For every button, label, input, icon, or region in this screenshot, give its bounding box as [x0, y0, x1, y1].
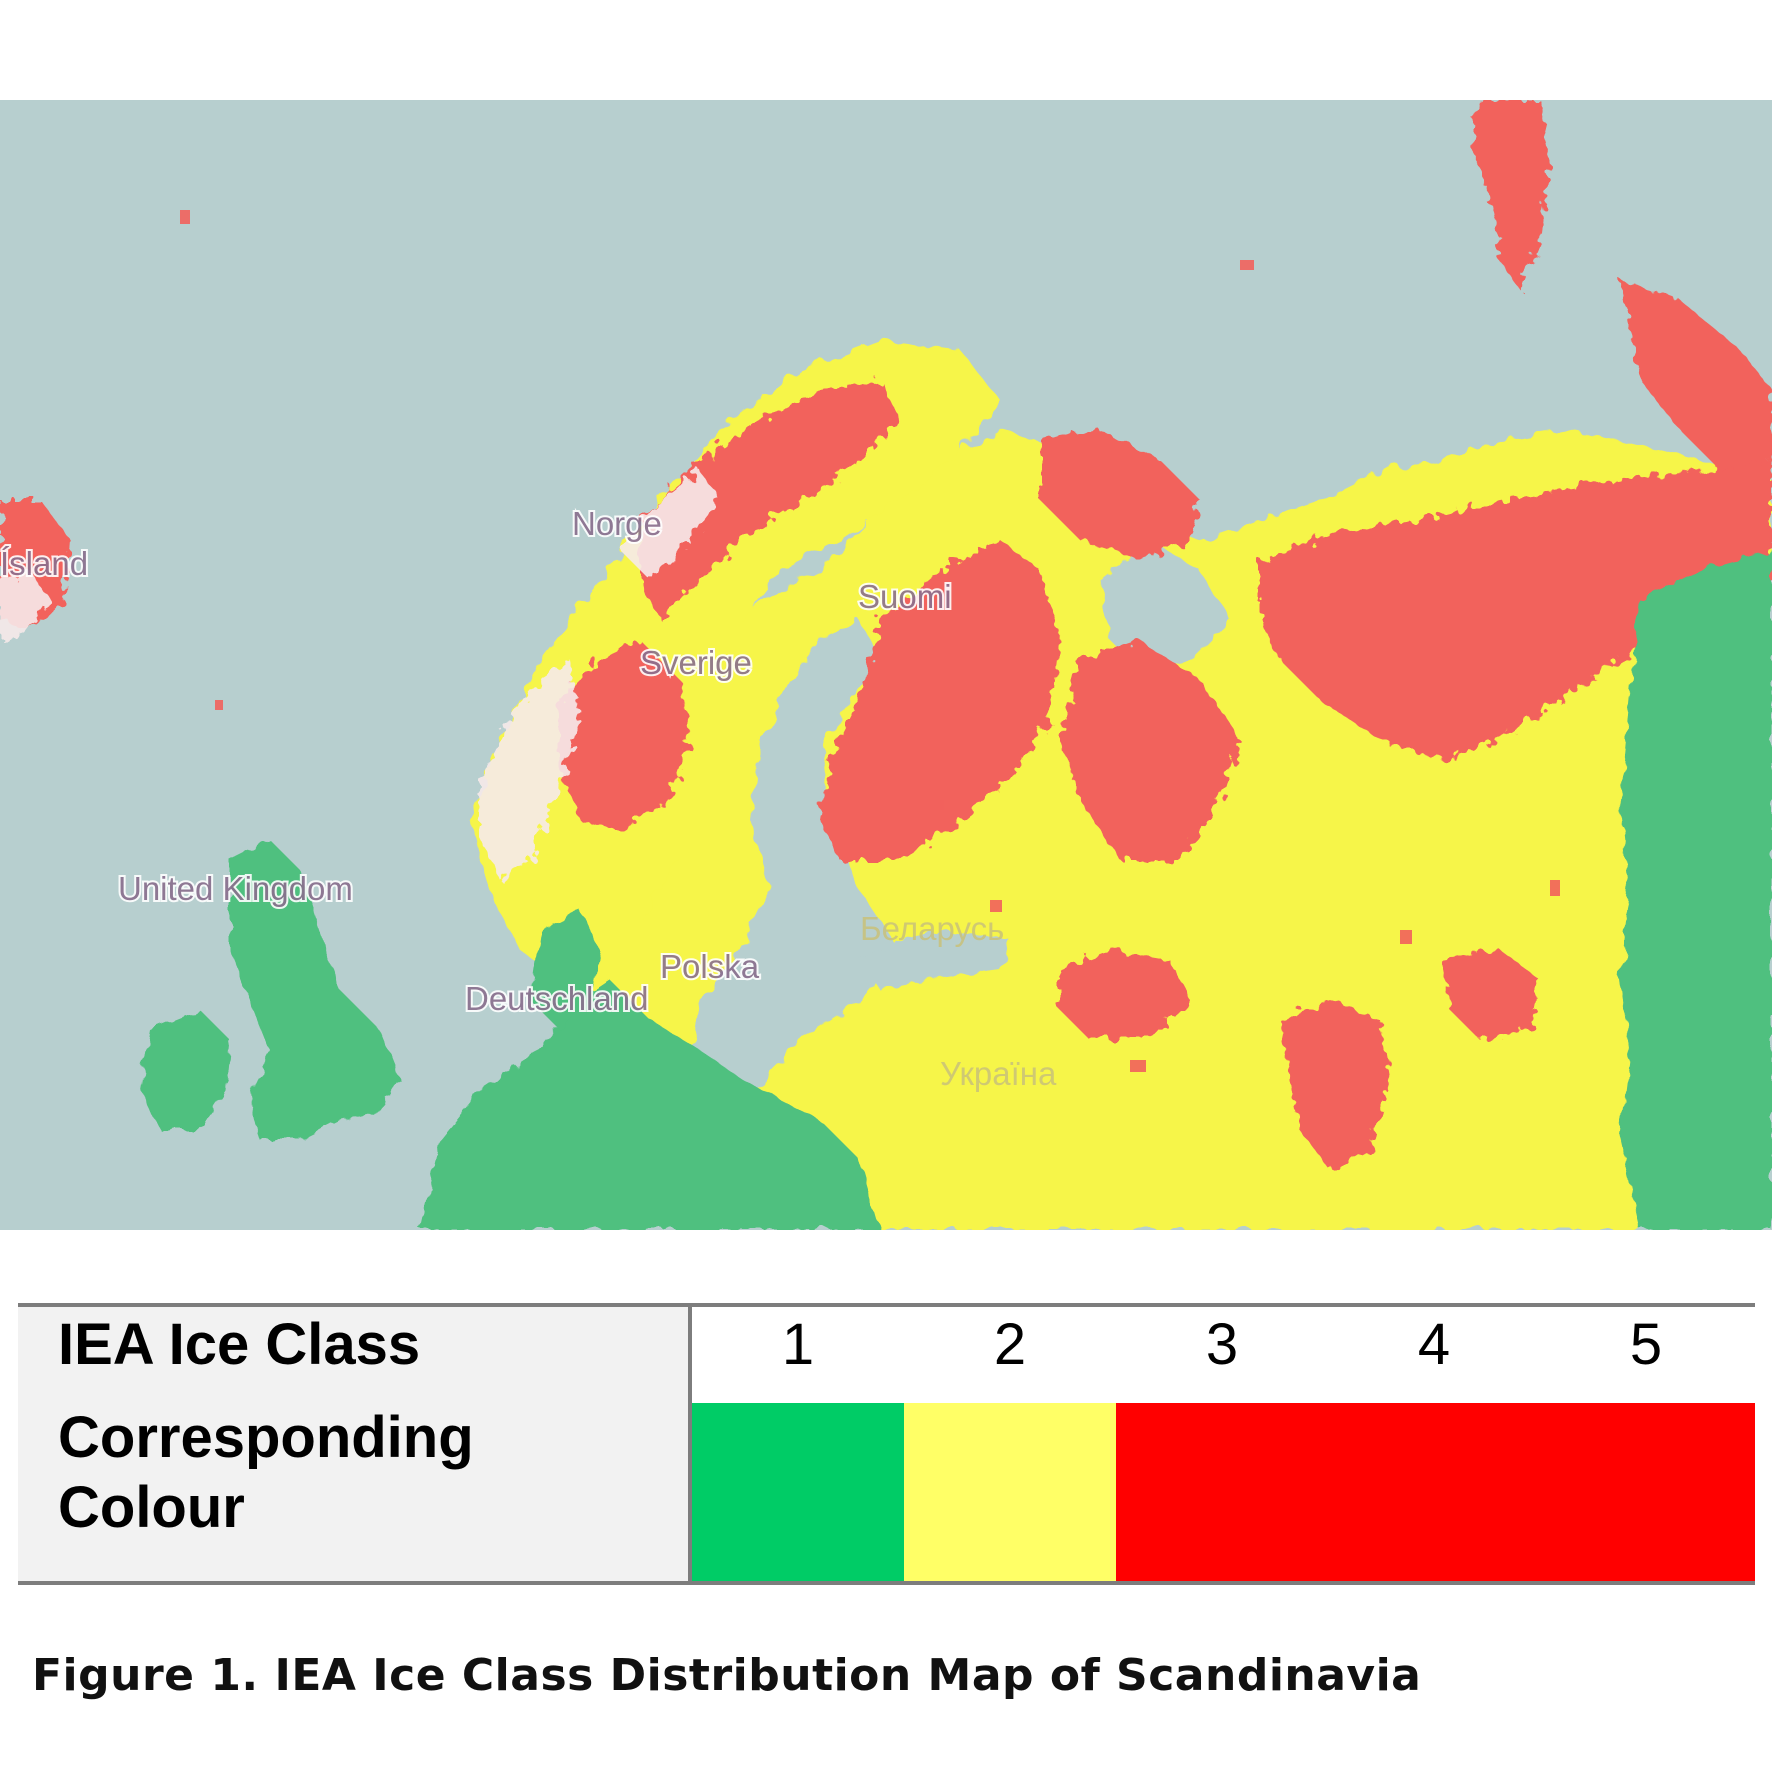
gulf-of-bothnia: [690, 620, 900, 1100]
red-zone-central-1: [1060, 950, 1190, 1040]
ice-class-number: 5: [1629, 1312, 1663, 1377]
red-zone-lapland: [820, 540, 1060, 860]
speckle: [215, 700, 223, 710]
legend-header-cell: [18, 1307, 688, 1581]
label-norway: Norge: [572, 505, 662, 542]
swatch-class-3-5: [1116, 1403, 1755, 1581]
red-zone-russia-north: [1260, 460, 1772, 760]
speckle: [930, 800, 944, 810]
legend-bottom-border: [18, 1581, 1755, 1585]
red-zone-kola: [1040, 430, 1200, 560]
green-zone-ireland: [140, 1010, 230, 1130]
legend-column-divider: [688, 1303, 692, 1585]
gulf-of-finland: [860, 930, 1010, 990]
green-zone-urals: [1620, 550, 1772, 1230]
label-belarus: Беларусь: [860, 910, 1004, 947]
label-iceland: Ísland: [0, 545, 88, 582]
label-poland: Polska: [660, 948, 760, 985]
legend-row2-header: Corresponding Colour: [58, 1405, 474, 1540]
swatch-class-1: [692, 1403, 904, 1581]
pale-zone-norway-coast: [480, 660, 580, 880]
pale-zone-norway-north: [620, 470, 720, 580]
red-zone-karelia: [1060, 640, 1240, 860]
green-zone-uk: [230, 840, 400, 1140]
red-zone-norway-north: [640, 380, 900, 620]
speckle: [1130, 1060, 1146, 1072]
speckle: [1400, 930, 1412, 944]
green-zone-europe: [420, 980, 880, 1230]
label-ukraine: Україна: [940, 1055, 1057, 1092]
red-zone-norway-south: [560, 640, 690, 830]
red-zone-central-2: [1280, 1000, 1390, 1170]
ice-class-legend-table: IEA Ice Class Corresponding Colour 1 2 3…: [18, 1303, 1755, 1585]
label-uk: United Kingdom: [118, 870, 353, 907]
ice-class-number: 1: [781, 1312, 815, 1377]
ice-class-number: 3: [1205, 1312, 1239, 1377]
speckle: [990, 900, 1002, 912]
ice-class-map: Norge Suomi Sverige United Kingdom Deuts…: [0, 100, 1772, 1230]
red-zone-central-3: [1440, 950, 1540, 1040]
pale-zone-iceland: [0, 570, 50, 640]
swatch-class-2: [904, 1403, 1116, 1581]
legend-row1-header: IEA Ice Class: [58, 1312, 421, 1377]
red-zone-novaya-zemlya: [1470, 100, 1550, 290]
ice-class-number: 4: [1417, 1312, 1451, 1377]
label-germany: Deutschland: [465, 980, 648, 1017]
legend-top-border: [18, 1303, 1755, 1307]
speckle: [180, 210, 190, 224]
label-finland: Suomi: [858, 578, 952, 615]
ice-class-number: 2: [993, 1312, 1027, 1377]
speckle: [1550, 880, 1560, 896]
white-sea: [1100, 540, 1230, 670]
green-zone-denmark: [530, 910, 600, 1030]
figure-caption: Figure 1. IEA Ice Class Distribution Map…: [32, 1650, 1422, 1701]
red-zone-east-1: [1620, 280, 1772, 470]
speckle: [1240, 260, 1254, 270]
label-sweden: Sverige: [640, 644, 752, 681]
